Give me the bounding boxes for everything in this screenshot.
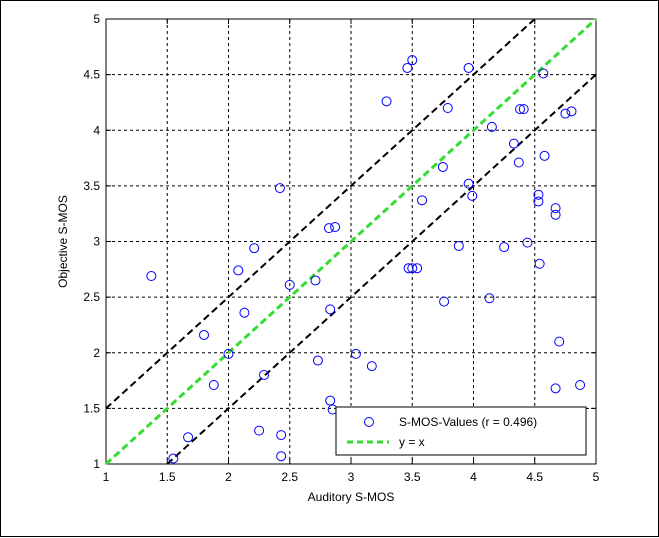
data-point: [402, 62, 413, 73]
tolerance-line: [105, 18, 536, 410]
x-tick-label: 1: [103, 470, 110, 484]
data-point: [330, 222, 341, 233]
data-point: [442, 103, 453, 113]
data-point: [439, 296, 450, 307]
tick-marks: [105, 18, 597, 465]
data-point: [325, 304, 336, 315]
y-tick-label: 2: [93, 346, 100, 360]
tolerance-line: [166, 73, 597, 465]
data-point: [233, 265, 244, 276]
data-point: [310, 275, 321, 286]
data-point: [467, 190, 478, 201]
x-tick-labels: 1 1.5 2 2.5 3 3.5 4 4.5 5: [103, 470, 600, 484]
data-point: [533, 189, 544, 200]
data-point: [366, 361, 377, 372]
y-tick-label: 1: [93, 457, 100, 471]
data-point: [437, 161, 448, 172]
y-tick-label: 3.5: [83, 179, 100, 193]
data-point: [566, 106, 577, 117]
data-point: [323, 223, 334, 234]
data-point: [550, 209, 561, 220]
y-tick-label: 2.5: [83, 290, 100, 304]
data-point: [276, 430, 287, 441]
data-point: [538, 68, 549, 79]
data-point: [486, 121, 497, 132]
data-point: [208, 380, 219, 391]
y-tick-labels: 1 1.5 2 2.5 3 3.5 4 4.5 5: [83, 12, 100, 471]
data-point: [312, 355, 323, 366]
x-tick-label: 2.5: [281, 470, 298, 484]
data-point: [276, 451, 287, 462]
data-point: [499, 242, 510, 253]
x-tick-label: 5: [593, 470, 600, 484]
data-point: [533, 196, 544, 207]
identity-line: [104, 17, 598, 466]
data-point: [508, 138, 519, 149]
y-tick-label: 4.5: [83, 68, 100, 82]
data-point: [381, 96, 392, 107]
data-point: [223, 348, 234, 359]
x-tick-label: 3: [348, 470, 355, 484]
x-tick-label: 3.5: [404, 470, 421, 484]
legend-marker-circle: [364, 417, 374, 427]
data-point: [518, 104, 529, 115]
data-point: [412, 263, 423, 274]
data-point: [146, 270, 157, 281]
data-point: [463, 178, 474, 189]
data-point: [484, 293, 495, 304]
data-point: [560, 108, 571, 119]
data-point: [407, 55, 418, 66]
x-axis-label: Auditory S-MOS: [308, 490, 395, 504]
data-point: [554, 336, 565, 347]
y-axis-label: Objective S-MOS: [56, 195, 70, 288]
data-point: [417, 195, 428, 206]
data-point: [168, 453, 179, 464]
data-point: [513, 157, 524, 168]
data-points: [146, 55, 586, 464]
data-point: [239, 307, 250, 318]
legend-entry-yx: y = x: [399, 435, 425, 449]
data-point: [249, 243, 260, 254]
data-point: [350, 348, 361, 359]
x-tick-label: 1.5: [159, 470, 176, 484]
data-point: [539, 150, 550, 161]
reference-lines: [104, 17, 598, 466]
data-point: [575, 380, 586, 391]
data-point: [407, 263, 418, 274]
data-point: [325, 395, 336, 406]
data-point: [515, 104, 526, 115]
data-point: [463, 62, 474, 73]
x-tick-label: 4: [470, 470, 477, 484]
data-point: [199, 329, 209, 340]
data-point: [284, 279, 295, 290]
data-point: [522, 237, 533, 248]
data-point: [274, 183, 285, 194]
x-tick-label: 4.5: [526, 470, 543, 484]
x-tick-label: 2: [225, 470, 232, 484]
data-point: [550, 383, 561, 394]
data-point: [453, 240, 464, 251]
data-point: [534, 258, 545, 269]
legend-box: [335, 406, 587, 456]
legend: S-MOS-Values (r = 0.496) y = x: [335, 406, 587, 456]
y-tick-label: 3: [93, 235, 100, 249]
y-tick-label: 1.5: [83, 401, 100, 415]
legend-entry-scatter: S-MOS-Values (r = 0.496): [399, 415, 537, 429]
data-point: [550, 203, 561, 214]
data-point: [183, 432, 194, 443]
data-point: [254, 425, 265, 436]
y-tick-label: 4: [93, 123, 100, 137]
y-tick-label: 5: [93, 12, 100, 26]
data-point: [259, 370, 270, 380]
